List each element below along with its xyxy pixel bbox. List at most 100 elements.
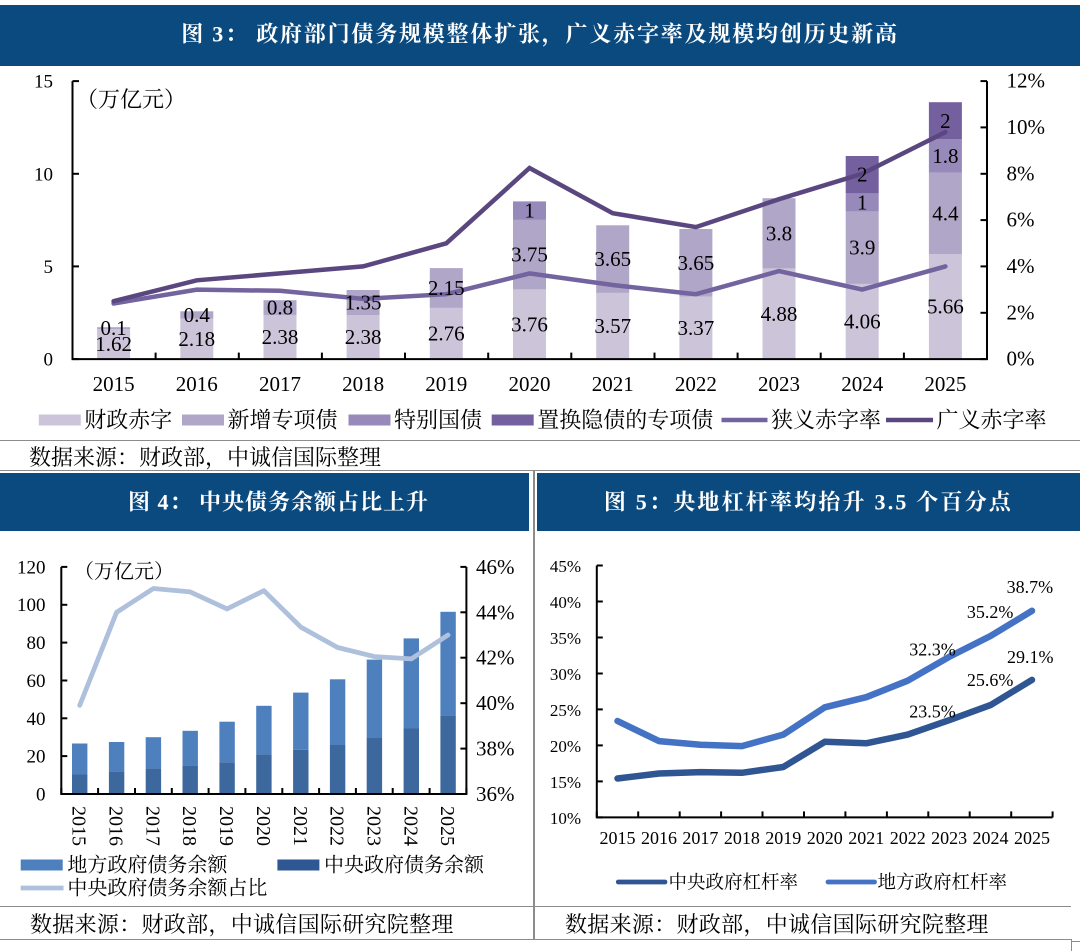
svg-text:2022: 2022 [890,828,926,848]
svg-text:中央政府杠杆率: 中央政府杠杆率 [669,873,799,894]
svg-text:3.8: 3.8 [766,221,792,245]
svg-text:3.65: 3.65 [678,251,715,275]
svg-text:2015: 2015 [93,372,135,396]
svg-text:2019: 2019 [215,806,237,846]
svg-text:3.75: 3.75 [511,243,548,267]
svg-text:6%: 6% [1007,208,1035,232]
svg-text:2%: 2% [1007,300,1035,324]
svg-text:（万亿元）: （万亿元） [74,560,174,583]
svg-text:新增专项债: 新增专项债 [228,408,338,433]
svg-text:1: 1 [857,190,868,214]
svg-text:8%: 8% [1007,161,1035,185]
svg-text:2017: 2017 [141,806,163,846]
svg-text:2017: 2017 [682,828,718,848]
svg-text:2024: 2024 [841,372,884,396]
svg-text:2016: 2016 [176,372,218,396]
svg-text:2018: 2018 [178,806,200,846]
svg-text:2022: 2022 [326,806,348,846]
svg-text:4.06: 4.06 [844,310,881,334]
svg-text:2.76: 2.76 [428,322,465,346]
svg-text:10%: 10% [1007,115,1046,139]
svg-text:25%: 25% [550,701,581,720]
svg-text:2025: 2025 [1014,828,1050,848]
svg-text:1: 1 [524,199,535,223]
svg-text:2020: 2020 [807,828,843,848]
svg-text:中央政府债务余额占比: 中央政府债务余额占比 [67,877,267,900]
svg-text:2.38: 2.38 [262,325,299,349]
svg-text:60: 60 [27,671,46,692]
svg-text:29.1%: 29.1% [1007,647,1054,667]
svg-text:2016: 2016 [105,806,127,846]
svg-text:地方政府杠杆率: 地方政府杠杆率 [878,873,1008,894]
svg-text:置换隐债的专项债: 置换隐债的专项债 [537,408,713,433]
svg-text:2023: 2023 [931,828,967,848]
svg-text:15%: 15% [550,773,581,792]
svg-text:38.7%: 38.7% [1007,577,1054,597]
svg-text:20: 20 [27,747,46,768]
svg-text:10: 10 [34,164,53,185]
svg-text:3.37: 3.37 [678,316,715,340]
svg-text:2019: 2019 [765,828,801,848]
svg-text:（万亿元）: （万亿元） [76,87,186,112]
svg-text:特别国债: 特别国债 [394,408,482,433]
svg-text:5: 5 [44,257,54,278]
svg-text:地方政府债务余额: 地方政府债务余额 [67,854,228,877]
svg-text:2018: 2018 [342,372,384,396]
svg-text:2024: 2024 [973,828,1009,848]
svg-text:2015: 2015 [600,828,636,848]
svg-text:2022: 2022 [675,372,717,396]
svg-text:2.18: 2.18 [178,327,215,351]
svg-text:25.6%: 25.6% [967,670,1014,690]
svg-text:2025: 2025 [924,372,966,396]
svg-text:3.76: 3.76 [511,312,548,336]
svg-text:2: 2 [857,163,868,187]
svg-text:2020: 2020 [509,372,551,396]
svg-text:4.88: 4.88 [761,302,798,326]
svg-text:2015: 2015 [68,806,90,846]
svg-text:4%: 4% [1007,254,1035,278]
svg-text:15: 15 [34,72,53,93]
svg-text:2023: 2023 [362,806,384,846]
svg-text:80: 80 [27,633,46,654]
svg-text:0: 0 [44,350,54,371]
svg-text:3.65: 3.65 [594,247,631,271]
svg-text:12%: 12% [1007,69,1046,93]
svg-text:36%: 36% [476,782,515,806]
svg-text:23.5%: 23.5% [909,701,956,721]
svg-text:40: 40 [27,709,46,730]
svg-text:2018: 2018 [724,828,760,848]
svg-text:2016: 2016 [641,828,677,848]
svg-text:5.66: 5.66 [927,295,964,319]
svg-text:40%: 40% [476,691,515,715]
svg-text:32.3%: 32.3% [909,640,956,660]
svg-text:120: 120 [17,557,46,578]
svg-text:2021: 2021 [592,372,634,396]
svg-text:10%: 10% [550,809,581,828]
svg-text:2021: 2021 [289,806,311,846]
svg-text:46%: 46% [476,555,515,579]
svg-text:35%: 35% [550,629,581,648]
svg-text:2021: 2021 [848,828,884,848]
svg-text:2.15: 2.15 [428,276,465,300]
svg-text:狭义赤字率: 狭义赤字率 [771,408,881,433]
svg-text:2019: 2019 [425,372,467,396]
svg-text:2.38: 2.38 [345,325,382,349]
svg-text:4.4: 4.4 [932,201,959,225]
svg-text:1.35: 1.35 [345,291,382,315]
svg-text:2: 2 [940,109,951,133]
svg-text:44%: 44% [476,600,515,624]
svg-text:0.1: 0.1 [100,316,126,340]
svg-text:3.57: 3.57 [594,314,631,338]
svg-text:2017: 2017 [259,372,301,396]
svg-text:38%: 38% [476,737,515,761]
svg-text:35.2%: 35.2% [967,602,1014,622]
svg-text:0.8: 0.8 [267,296,293,320]
svg-text:45%: 45% [550,557,581,576]
svg-text:2023: 2023 [758,372,800,396]
svg-text:2020: 2020 [252,806,274,846]
svg-text:0: 0 [36,785,46,806]
svg-text:20%: 20% [550,737,581,756]
svg-text:广义赤字率: 广义赤字率 [937,408,1047,433]
svg-text:0%: 0% [1007,347,1035,371]
svg-text:2025: 2025 [436,806,458,846]
